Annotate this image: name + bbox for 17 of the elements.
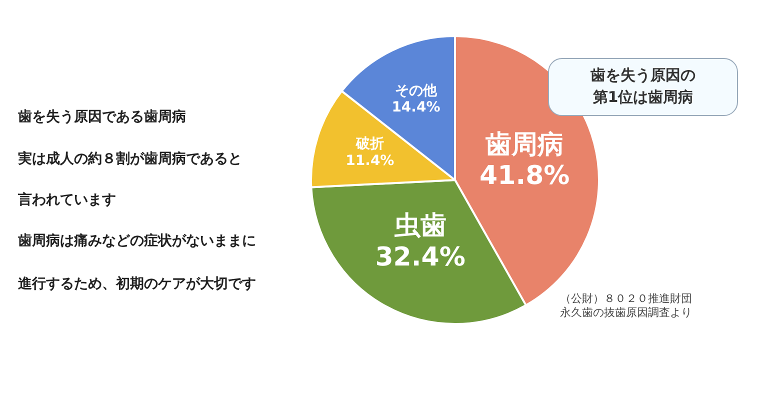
text: 進行するため、初期のケアが大切です — [18, 275, 256, 293]
text: 歯を失う原因である歯周病 — [18, 108, 186, 126]
text: 言われています — [18, 191, 116, 209]
text: 歯を失う原因の — [590, 65, 696, 86]
data-label: 32.4% — [375, 242, 466, 272]
slice-label: 破折 — [354, 136, 384, 152]
text: （公財）８０２０推進財団 — [560, 292, 692, 306]
slice-label: その他 — [394, 82, 438, 99]
data-label: 14.4% — [392, 100, 440, 116]
slice-label: 歯周病 — [484, 130, 564, 160]
text: 実は成人の約８割が歯周病であると — [18, 150, 242, 168]
text: 永久歯の抜歯原因調査より — [560, 306, 692, 321]
text: 歯周病は痛みなどの症状がないままに — [18, 232, 256, 250]
data-label: 11.4% — [346, 152, 394, 169]
data-label: 41.8% — [480, 161, 570, 192]
text: 第1位は歯周病 — [592, 86, 694, 108]
slice-label: 虫歯 — [393, 211, 446, 242]
